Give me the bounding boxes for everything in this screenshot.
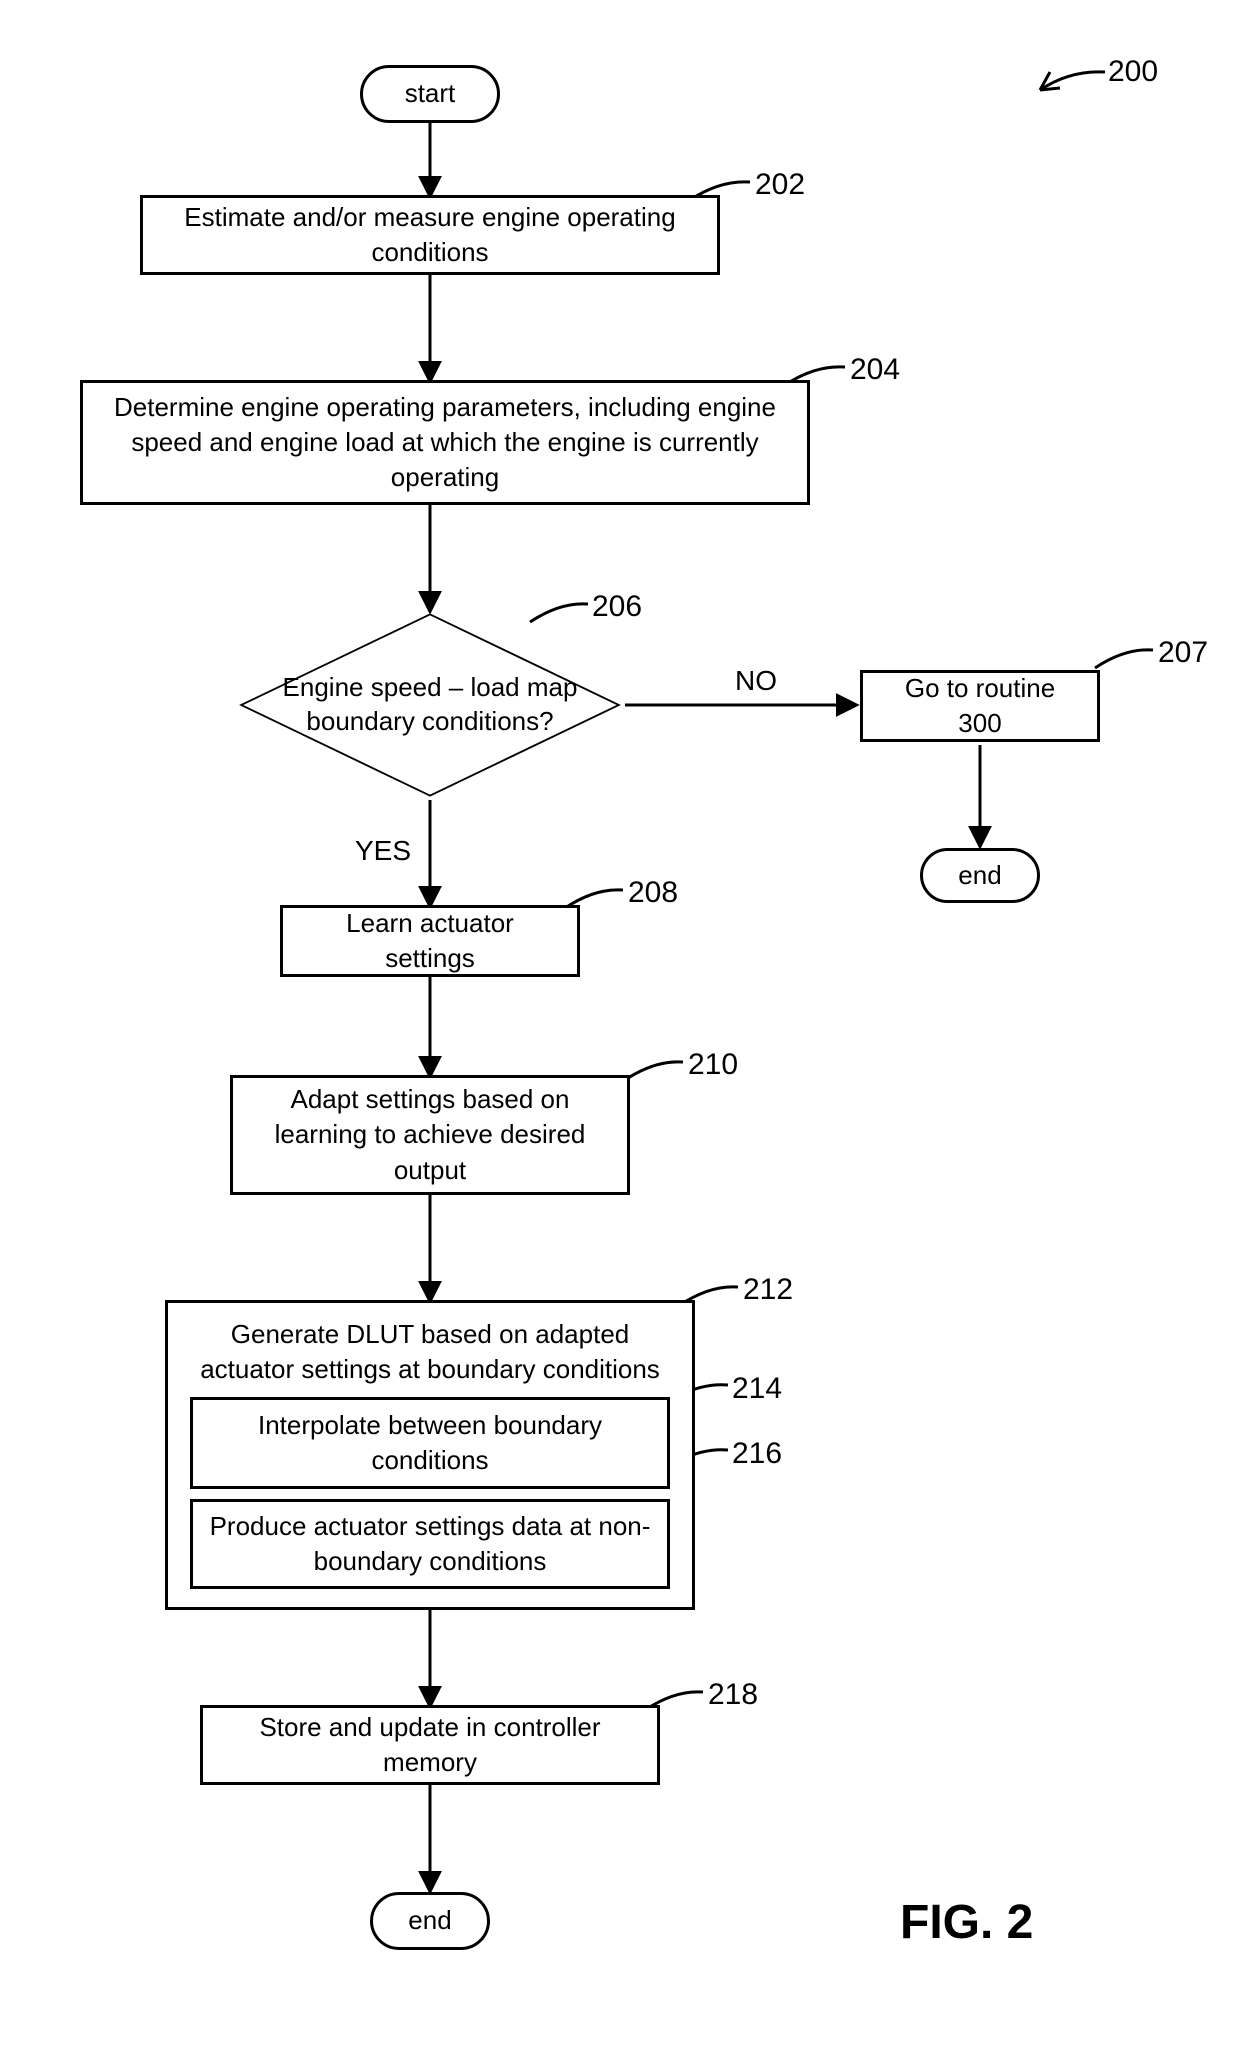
end-text: end (408, 1903, 451, 1938)
ref-218: 218 (708, 1678, 758, 1712)
process-208: Learn actuator settings (280, 905, 580, 977)
figure-caption: FIG. 2 (900, 1895, 1033, 1950)
ref-207: 207 (1158, 636, 1208, 670)
process-210-text: Adapt settings based on learning to achi… (253, 1082, 607, 1187)
figure-id-label: 200 (1108, 55, 1158, 89)
process-204: Determine engine operating parameters, i… (80, 380, 810, 505)
end-207-terminator: end (920, 848, 1040, 903)
process-207-text: Go to routine 300 (883, 671, 1077, 741)
process-212-text: Generate DLUT based on adapted actuator … (190, 1317, 670, 1387)
ref-214: 214 (732, 1372, 782, 1406)
process-204-text: Determine engine operating parameters, i… (103, 390, 787, 495)
start-text: start (405, 76, 456, 111)
end-207-text: end (958, 858, 1001, 893)
start-terminator: start (360, 65, 500, 123)
process-208-text: Learn actuator settings (303, 906, 557, 976)
process-207: Go to routine 300 (860, 670, 1100, 742)
ref-206: 206 (592, 590, 642, 624)
ref-202: 202 (755, 168, 805, 202)
ref-212: 212 (743, 1273, 793, 1307)
edge-no-label: NO (735, 665, 777, 697)
decision-206: Engine speed – load map boundary conditi… (235, 610, 625, 800)
process-216: Produce actuator settings data at non-bo… (190, 1499, 670, 1589)
ref-210: 210 (688, 1048, 738, 1082)
edge-yes-label: YES (355, 835, 411, 867)
process-218-text: Store and update in controller memory (223, 1710, 637, 1780)
ref-204: 204 (850, 353, 900, 387)
process-216-text: Produce actuator settings data at non-bo… (207, 1509, 653, 1579)
process-202-text: Estimate and/or measure engine operating… (163, 200, 697, 270)
ref-216: 216 (732, 1437, 782, 1471)
process-212-group: Generate DLUT based on adapted actuator … (165, 1300, 695, 1610)
process-210: Adapt settings based on learning to achi… (230, 1075, 630, 1195)
end-terminator: end (370, 1892, 490, 1950)
process-202: Estimate and/or measure engine operating… (140, 195, 720, 275)
decision-206-text: Engine speed – load map boundary conditi… (235, 610, 625, 800)
process-218: Store and update in controller memory (200, 1705, 660, 1785)
ref-208: 208 (628, 876, 678, 910)
process-214-text: Interpolate between boundary conditions (207, 1408, 653, 1478)
process-214: Interpolate between boundary conditions (190, 1397, 670, 1489)
